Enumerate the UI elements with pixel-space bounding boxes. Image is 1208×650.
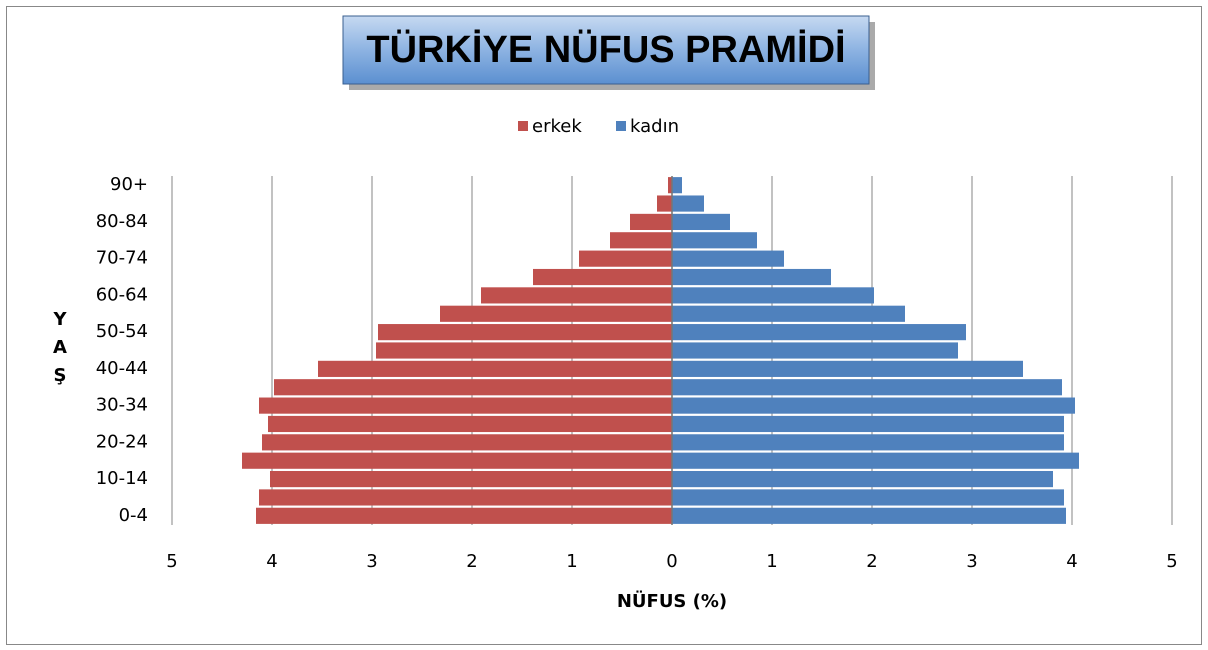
bar [672, 177, 682, 194]
x-tick-label: 1 [566, 551, 577, 572]
y-tick-label: 60-64 [96, 284, 148, 305]
bar [440, 305, 672, 322]
y-tick-label: 80-84 [96, 211, 148, 232]
bar [672, 397, 1075, 414]
bar [270, 470, 672, 488]
y-axis-label: YAŞ [53, 309, 67, 386]
bar [672, 379, 1062, 396]
bar [579, 250, 672, 267]
x-tick-label: 1 [766, 551, 777, 572]
bar [610, 232, 672, 249]
bar [672, 470, 1053, 488]
bar [533, 268, 672, 286]
legend-label: kadın [630, 116, 679, 137]
x-tick-label: 4 [266, 551, 277, 572]
y-tick-label: 20-24 [96, 431, 148, 452]
bar [242, 452, 672, 469]
bar [672, 415, 1064, 433]
bar [672, 305, 905, 322]
y-tick-label: 10-14 [96, 468, 148, 489]
x-tick-label: 5 [1166, 551, 1177, 572]
bar [672, 232, 757, 249]
bar [378, 324, 672, 341]
bar [376, 342, 672, 359]
bar [672, 360, 1023, 377]
legend-swatch [616, 121, 626, 131]
x-tick-label: 5 [166, 551, 177, 572]
y-tick-label: 70-74 [96, 248, 148, 269]
legend-swatch [518, 121, 528, 131]
bar [672, 324, 966, 341]
bar [259, 397, 672, 414]
x-tick-label: 2 [866, 551, 877, 572]
x-tick-label: 3 [366, 551, 377, 572]
y-tick-label: 30-34 [96, 395, 148, 416]
bar [274, 379, 672, 396]
y-tick-label: 40-44 [96, 358, 148, 379]
bar [318, 360, 672, 377]
x-tick-label: 4 [1066, 551, 1077, 572]
bar [672, 342, 958, 359]
bar [481, 287, 672, 304]
bar [256, 507, 672, 524]
bar [672, 213, 730, 231]
x-axis-label: NÜFUS (%) [617, 590, 727, 612]
bar [262, 434, 672, 451]
y-tick-label: 0-4 [119, 505, 148, 526]
y-tick-label: 50-54 [96, 321, 148, 342]
bar [672, 434, 1064, 451]
bar [672, 452, 1079, 469]
bar [672, 268, 831, 286]
chart-title: TÜRKİYE NÜFUS PRAMİDİ [366, 28, 845, 71]
bar [672, 250, 784, 267]
y-tick-label: 90+ [110, 174, 148, 195]
x-tick-label: 3 [966, 551, 977, 572]
bar [672, 507, 1066, 524]
bar [672, 287, 874, 304]
bar [630, 213, 672, 231]
bar [668, 177, 672, 194]
title-box [342, 15, 870, 85]
bar [672, 195, 704, 212]
bar [259, 489, 672, 506]
legend-label: erkek [532, 116, 582, 137]
x-tick-label: 2 [466, 551, 477, 572]
bar [672, 489, 1064, 506]
bar [268, 415, 672, 433]
bar [657, 195, 672, 212]
x-tick-label: 0 [666, 551, 677, 572]
